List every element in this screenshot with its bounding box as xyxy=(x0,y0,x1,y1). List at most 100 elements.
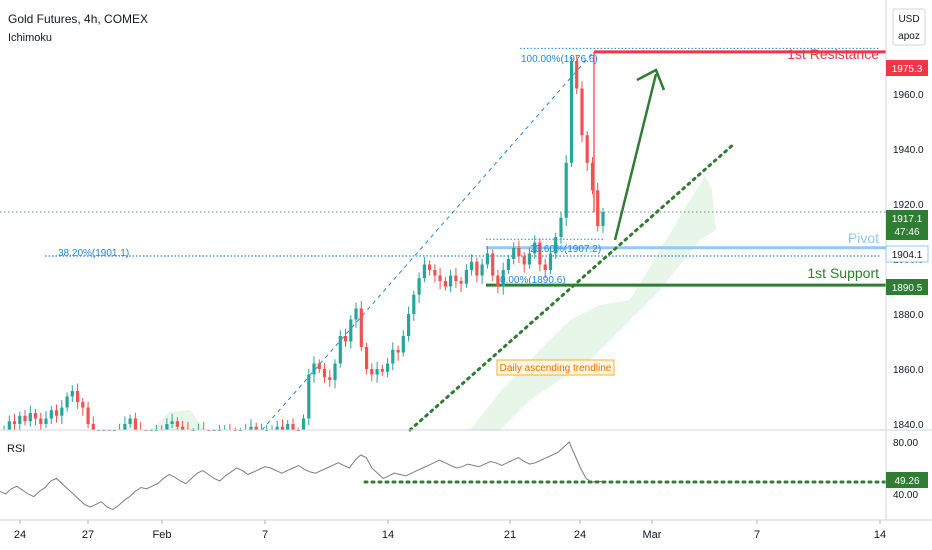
candle-body xyxy=(70,391,74,397)
candle-body xyxy=(527,253,531,265)
fib-label-236: 23.60%(1907.2) xyxy=(530,244,601,255)
candle-body xyxy=(28,413,32,422)
candle-body xyxy=(333,363,337,380)
candle-body xyxy=(459,281,463,284)
candle-body xyxy=(44,418,48,424)
candle-body xyxy=(533,242,537,254)
candle-body xyxy=(569,61,574,163)
time-tick-label: Feb xyxy=(153,529,172,541)
candle-body xyxy=(538,242,542,265)
support-price-tag: 1890.5 xyxy=(886,279,928,295)
trendline-annotation-box[interactable] xyxy=(496,359,615,376)
price-tick-label: 1940.0 xyxy=(893,145,924,156)
candle-body xyxy=(548,253,553,270)
candle-body xyxy=(512,248,516,259)
candle-body xyxy=(181,426,185,430)
candle-body xyxy=(349,319,353,342)
trendline-annotation: Daily ascending trendline xyxy=(500,363,612,374)
resistance-price-tag: 1975.3 xyxy=(886,60,928,76)
rsi-tick-label: 40.00 xyxy=(893,490,918,501)
price-tick-label: 1840.0 xyxy=(893,420,924,431)
price-tick-label: 1960.0 xyxy=(893,90,924,101)
candle-body xyxy=(443,281,447,287)
candle-body xyxy=(485,253,489,265)
candle-body xyxy=(170,421,174,424)
trend-drawings[interactable] xyxy=(408,68,737,432)
time-tick-label: Mar xyxy=(643,529,662,541)
candle-body xyxy=(317,363,321,369)
candle-body xyxy=(590,162,595,191)
rsi-tick-label: 80.00 xyxy=(893,438,918,449)
candle-body xyxy=(375,369,379,375)
ichimoku-cloud xyxy=(150,175,716,430)
fib-label-382: 38.20%(1901.1) xyxy=(58,248,129,259)
candle-body xyxy=(12,421,17,424)
time-tick-label: 24 xyxy=(574,529,586,541)
candle-body xyxy=(506,259,510,270)
time-tick-label: 24 xyxy=(14,529,26,541)
candle-body xyxy=(343,336,348,342)
candle-body xyxy=(249,426,253,430)
rsi-title: RSI xyxy=(7,443,25,455)
fib-label-0: 0.00%(1890.6) xyxy=(500,275,566,286)
ascending-trendline xyxy=(408,141,737,432)
cloud-segment xyxy=(470,175,716,430)
candle-body xyxy=(123,424,127,430)
fibonacci-retracement[interactable] xyxy=(45,47,880,431)
resistance-price: 1975.3 xyxy=(892,64,923,75)
candle-body xyxy=(312,363,316,375)
candle-body xyxy=(86,407,90,424)
candle-body xyxy=(338,336,342,364)
price-levels[interactable] xyxy=(0,50,886,287)
candle-body xyxy=(386,363,390,372)
candle-body xyxy=(165,424,169,430)
candle-body xyxy=(496,275,500,287)
candle-body xyxy=(81,402,85,408)
candle-body xyxy=(175,421,179,427)
symbol-title: Gold Futures, 4h, COMEX xyxy=(8,12,148,26)
rsi-value-tag: 49.26 xyxy=(886,472,928,488)
candle-body xyxy=(417,278,421,295)
candle-body xyxy=(601,211,605,226)
candle-body xyxy=(491,253,495,276)
candle-body xyxy=(433,270,437,276)
pivot-price-tag: 1904.1 xyxy=(885,245,929,263)
candles xyxy=(2,55,605,431)
scale-mode-label: apoz xyxy=(898,31,920,42)
candle-body xyxy=(596,190,600,226)
candle-body xyxy=(49,410,53,419)
candle-body xyxy=(254,426,258,430)
scale-box[interactable] xyxy=(892,8,926,46)
candle-body xyxy=(575,61,579,89)
candle-body xyxy=(23,415,27,422)
time-tick-label: 14 xyxy=(874,529,886,541)
candle-body xyxy=(133,418,137,430)
candle-body xyxy=(60,407,64,416)
fib-diagonal xyxy=(261,52,594,431)
price-tick-label: 1880.0 xyxy=(893,310,924,321)
candle-body xyxy=(65,396,69,408)
candle-body xyxy=(291,424,295,430)
candle-body xyxy=(412,294,416,314)
rsi-panel: 80.00 40.00 xyxy=(0,438,918,511)
candle-body xyxy=(322,369,327,378)
candle-body xyxy=(396,349,400,353)
time-tick-label: 7 xyxy=(262,529,268,541)
candle-body xyxy=(354,308,358,320)
time-tick-label: 14 xyxy=(382,529,394,541)
pivot-label: Pivot xyxy=(848,230,879,246)
time-tick-label: 27 xyxy=(82,529,94,541)
projection-arrow-shaft xyxy=(613,73,658,241)
candle-body xyxy=(564,162,568,218)
candle-body xyxy=(7,421,11,430)
candle-body xyxy=(286,424,290,430)
candle-body xyxy=(554,237,558,254)
candle-body xyxy=(543,264,547,270)
candle-body xyxy=(407,314,411,336)
candle-body xyxy=(401,336,405,353)
candle-body xyxy=(585,135,589,163)
time-tick-label: 21 xyxy=(504,529,516,541)
candle-body xyxy=(33,413,38,419)
price-tick-label: 1920.0 xyxy=(893,200,924,211)
